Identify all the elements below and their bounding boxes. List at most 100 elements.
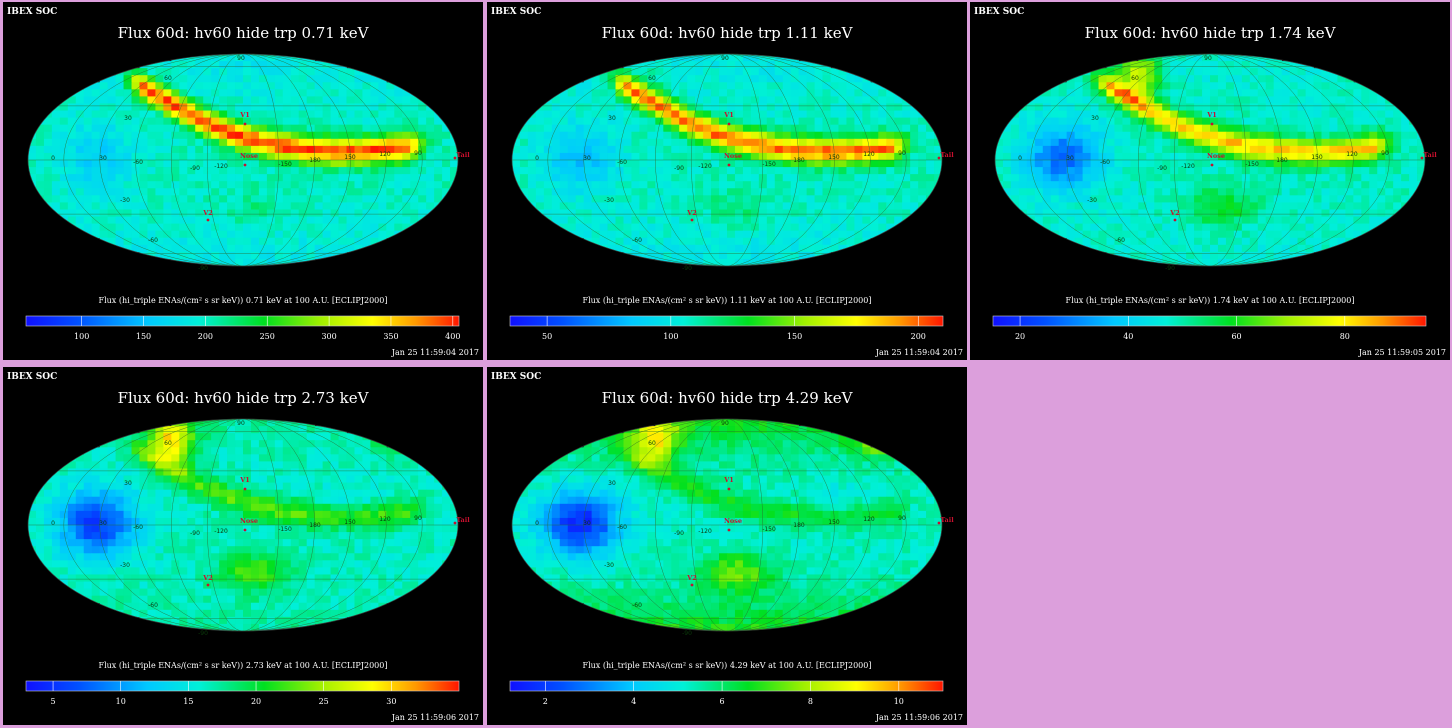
heatmap-cell <box>378 138 387 147</box>
heatmap-cell <box>195 546 204 554</box>
heatmap-cell <box>179 503 188 512</box>
heatmap-cell <box>187 152 196 161</box>
heatmap-cell <box>290 195 300 203</box>
heatmap-cell <box>250 539 260 547</box>
heatmap-cell <box>235 440 244 448</box>
heatmap-cell <box>1098 230 1107 239</box>
heatmap-cell <box>131 89 140 97</box>
heatmap-cell <box>290 546 300 554</box>
heatmap-cell <box>211 82 220 90</box>
heatmap-cell <box>35 131 45 140</box>
heatmap-cell <box>663 202 672 210</box>
heatmap-cell <box>1297 216 1306 224</box>
heatmap-cell <box>583 202 593 210</box>
heatmap-cell <box>910 202 919 210</box>
heatmap-cell <box>790 82 800 90</box>
heatmap-cell <box>1186 160 1195 168</box>
heatmap-cell <box>1090 223 1099 232</box>
heatmap-cell <box>814 68 823 76</box>
heatmap-cell <box>155 546 164 554</box>
heatmap-cell <box>679 258 688 266</box>
heatmap-cell <box>535 131 545 140</box>
heatmap-cell <box>442 167 451 175</box>
heatmap-cell <box>402 475 411 483</box>
heatmap-cell <box>846 145 855 154</box>
heatmap-cell <box>766 54 776 62</box>
heatmap-cell <box>59 539 69 547</box>
heatmap-cell <box>1050 202 1060 210</box>
heatmap-cell <box>1154 124 1163 133</box>
heatmap-cell <box>1138 216 1147 224</box>
heatmap-cell <box>838 174 847 182</box>
heatmap-cell <box>203 68 212 76</box>
heatmap-cell <box>790 251 800 260</box>
heatmap-cell <box>623 216 632 224</box>
heatmap-cell <box>758 117 768 126</box>
heatmap-cell <box>1194 160 1203 168</box>
heatmap-cell <box>1249 54 1259 62</box>
lon-label: -60 <box>133 159 143 166</box>
heatmap-cell <box>43 110 53 118</box>
colorbar <box>509 315 944 327</box>
heatmap-cell <box>171 426 180 434</box>
heatmap-cell <box>266 103 276 111</box>
heatmap-cell <box>1225 138 1235 147</box>
heatmap-cell <box>695 244 704 253</box>
heatmap-cell <box>1138 96 1147 104</box>
heatmap-cell <box>1297 230 1306 239</box>
heatmap-cell <box>1369 195 1378 203</box>
heatmap-cell <box>354 461 363 469</box>
heatmap-cell <box>878 131 887 140</box>
heatmap-cell <box>926 138 935 147</box>
heatmap-cell <box>346 433 355 441</box>
heatmap-cell <box>402 96 411 104</box>
heatmap-cell <box>426 174 435 182</box>
heatmap-cell <box>886 167 895 175</box>
heatmap-cell <box>51 202 61 210</box>
heatmap-cell <box>607 244 616 253</box>
heatmap-cell <box>1090 103 1099 111</box>
heatmap-cell <box>1393 117 1402 126</box>
heatmap-cell <box>734 117 744 126</box>
heatmap-cell <box>703 230 712 239</box>
heatmap-cell <box>750 195 760 203</box>
heatmap-cell <box>83 539 93 547</box>
heatmap-cell <box>75 517 85 526</box>
heatmap-cell <box>187 209 196 217</box>
heatmap-cell <box>290 468 300 476</box>
heatmap-cell <box>243 419 252 427</box>
heatmap-cell <box>727 188 736 196</box>
heatmap-cell <box>1034 96 1044 104</box>
heatmap-cell <box>1154 188 1163 196</box>
heatmap-cell <box>1058 131 1068 140</box>
heatmap-cell <box>1178 82 1187 90</box>
colorbar <box>992 315 1427 327</box>
heatmap-cell <box>107 532 116 540</box>
heatmap-cell <box>1217 75 1227 83</box>
heatmap-cell <box>1194 244 1203 253</box>
heatmap-cell <box>171 223 180 232</box>
heatmap-cell <box>1249 244 1259 253</box>
heatmap-cell <box>1337 181 1346 189</box>
heatmap-cell <box>1066 160 1076 168</box>
heatmap-cell <box>1130 174 1139 182</box>
heatmap-cell <box>711 237 720 246</box>
heatmap-cell <box>274 89 284 97</box>
heatmap-cell <box>599 117 608 126</box>
heatmap-cell <box>147 244 156 253</box>
heatmap-cell <box>1417 145 1425 154</box>
heatmap-cell <box>330 68 339 76</box>
heatmap-cell <box>1401 131 1410 140</box>
heatmap-cell <box>599 237 608 246</box>
heatmap-cell <box>687 89 696 97</box>
heatmap-cell <box>235 89 244 97</box>
heatmap-cell <box>1210 244 1219 253</box>
heatmap-cell <box>386 454 395 462</box>
heatmap-cell <box>282 124 292 133</box>
heatmap-cell <box>655 174 664 182</box>
heatmap-cell <box>203 138 212 147</box>
heatmap-cell <box>179 510 188 519</box>
heatmap-cell <box>362 209 371 217</box>
heatmap-cell <box>1170 54 1179 62</box>
heatmap-cell <box>910 188 919 196</box>
